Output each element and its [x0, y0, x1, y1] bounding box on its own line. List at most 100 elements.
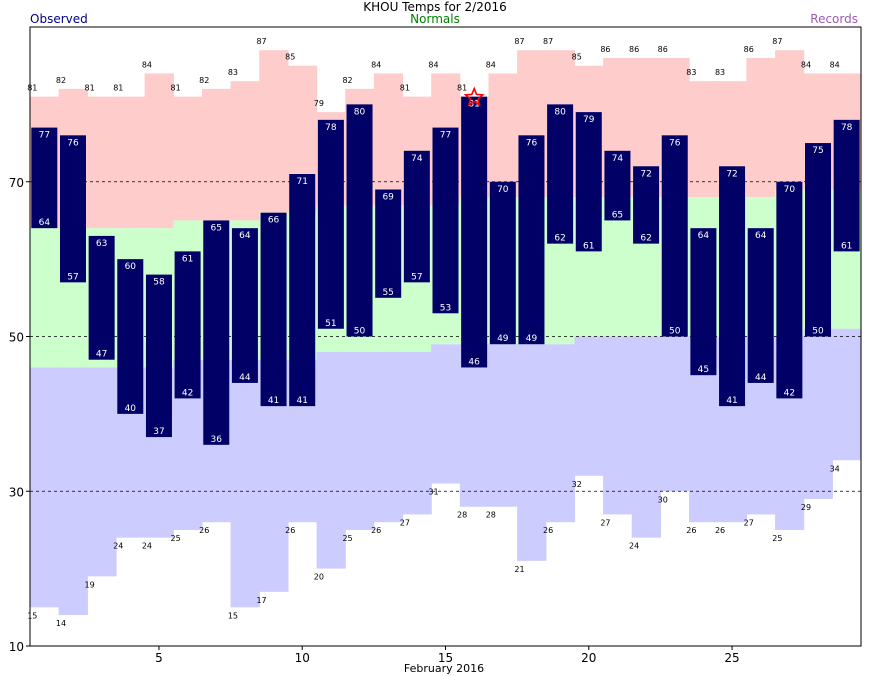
record-low-label: 26	[371, 526, 381, 535]
record-high-band	[201, 88, 232, 221]
record-low-band	[517, 344, 547, 561]
record-high-label: 85	[285, 53, 295, 62]
x-tick-label: 25	[724, 651, 739, 665]
observed-low-label: 37	[153, 427, 164, 437]
observed-bar	[203, 220, 230, 445]
record-high-label: 84	[428, 60, 438, 69]
record-low-band	[574, 336, 604, 476]
observed-high-label: 70	[784, 185, 796, 195]
observed-high-label: 66	[268, 216, 280, 226]
observed-bar	[776, 181, 803, 399]
record-high-label: 81	[171, 84, 181, 93]
observed-high-label: 65	[211, 223, 222, 233]
record-high-band	[144, 73, 174, 229]
observed-low-label: 50	[669, 327, 681, 337]
record-low-label: 14	[56, 619, 66, 628]
y-tick-label: 10	[9, 640, 24, 654]
record-high-label: 86	[658, 45, 668, 54]
observed-bar	[31, 127, 58, 229]
record-high-band	[775, 50, 805, 190]
observed-bar	[633, 166, 660, 244]
record-high-label: 81	[457, 84, 467, 93]
record-high-label: 82	[199, 76, 209, 85]
observed-low-label: 45	[698, 365, 709, 375]
y-tick-label: 50	[9, 331, 24, 345]
observed-low-label: 42	[784, 388, 795, 398]
observed-bar	[518, 135, 545, 345]
record-high-label: 87	[772, 37, 782, 46]
observed-bar	[747, 228, 774, 383]
observed-high-label: 60	[125, 262, 137, 272]
observed-high-label: 72	[640, 169, 651, 179]
record-low-label: 27	[600, 518, 610, 527]
record-high-band	[488, 73, 518, 198]
observed-bar	[575, 112, 602, 252]
record-high-label: 81	[85, 84, 95, 93]
observed-bar	[260, 212, 287, 407]
record-low-label: 25	[342, 534, 352, 543]
record-low-band	[30, 367, 60, 608]
record-high-band	[230, 81, 260, 221]
observed-bar	[59, 135, 86, 283]
record-high-label: 87	[514, 37, 524, 46]
observed-low-label: 40	[125, 404, 137, 414]
record-low-label: 26	[543, 526, 553, 535]
observed-high-label: 80	[354, 107, 366, 117]
observed-bar	[88, 235, 115, 360]
record-low-label: 21	[514, 565, 524, 574]
observed-low-label: 62	[554, 234, 565, 244]
observed-low-label: 51	[325, 319, 336, 329]
record-high-band	[259, 50, 289, 213]
record-high-band	[173, 96, 203, 221]
observed-low-label: 55	[382, 288, 393, 298]
record-high-label: 83	[715, 68, 725, 77]
record-high-band	[746, 57, 776, 198]
record-low-label: 20	[314, 573, 324, 582]
record-low-band	[316, 351, 346, 569]
observed-high-label: 75	[812, 146, 823, 156]
x-tick-label: 15	[438, 651, 453, 665]
record-low-label: 28	[486, 511, 496, 520]
record-high-label: 81	[27, 84, 37, 93]
record-high-label: 81	[400, 84, 410, 93]
observed-high-label: 78	[841, 123, 853, 133]
record-low-band	[345, 351, 375, 530]
record-high-label: 84	[801, 60, 811, 69]
observed-low-label: 57	[411, 272, 422, 282]
record-high-band	[689, 81, 719, 198]
record-low-label: 25	[772, 534, 782, 543]
normal-band	[30, 228, 60, 368]
record-high-label: 84	[142, 60, 152, 69]
observed-bar	[403, 150, 430, 283]
observed-low-label: 50	[812, 327, 824, 337]
observed-bar	[661, 135, 688, 337]
record-high-label: 87	[543, 37, 553, 46]
record-low-band	[431, 344, 461, 484]
record-high-label: 83	[228, 68, 238, 77]
record-low-label: 24	[142, 542, 152, 551]
observed-high-label: 58	[153, 278, 165, 288]
observed-low-label: 36	[211, 435, 223, 445]
record-low-label: 28	[457, 511, 467, 520]
y-tick-label: 30	[9, 485, 24, 499]
observed-high-label: 70	[497, 185, 509, 195]
observed-bar	[690, 228, 717, 376]
record-low-label: 27	[400, 518, 410, 527]
record-low-label: 26	[199, 526, 209, 535]
record-low-label: 26	[715, 526, 725, 535]
record-low-label: 27	[744, 518, 754, 527]
observed-low-label: 41	[268, 396, 279, 406]
record-low-label: 26	[686, 526, 696, 535]
observed-low-label: 50	[354, 327, 366, 337]
observed-low-label: 49	[526, 334, 538, 344]
observed-high-label: 76	[526, 138, 538, 148]
record-low-label: 24	[629, 542, 639, 551]
record-high-band	[87, 96, 117, 229]
observed-low-label: 64	[39, 218, 51, 228]
record-high-label: 83	[686, 68, 696, 77]
record-high-label: 81	[113, 84, 123, 93]
x-tick-label: 10	[295, 651, 310, 665]
observed-bar	[604, 150, 631, 221]
record-low-band	[87, 367, 117, 577]
record-high-label: 86	[744, 45, 754, 54]
